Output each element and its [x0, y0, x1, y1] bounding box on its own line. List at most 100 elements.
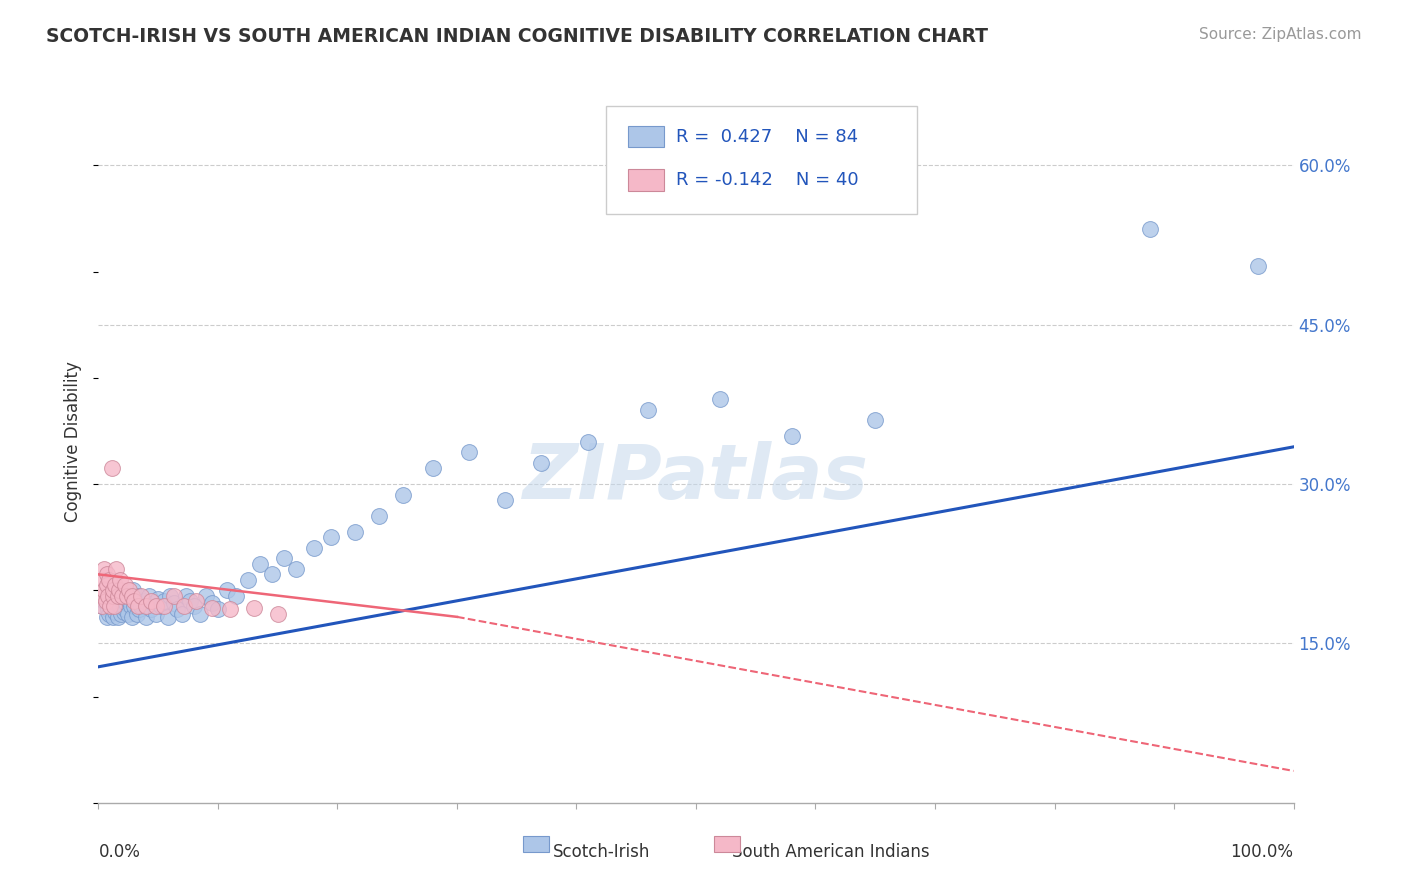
- Point: [1139, 222, 1161, 236]
- Point: [115, 591, 138, 606]
- Point: [91, 599, 114, 614]
- Point: [173, 599, 195, 614]
- Point: [865, 413, 887, 427]
- Point: [112, 605, 135, 619]
- Point: [125, 607, 148, 621]
- Point: [1247, 259, 1270, 273]
- Point: [139, 602, 162, 616]
- Point: [115, 589, 138, 603]
- Point: [578, 434, 600, 449]
- Point: [122, 583, 145, 598]
- Point: [105, 596, 128, 610]
- Point: [100, 583, 122, 598]
- Point: [100, 596, 122, 610]
- Point: [243, 601, 266, 615]
- Point: [108, 573, 131, 587]
- Bar: [714, 836, 740, 852]
- Point: [98, 599, 122, 614]
- Text: ZIPatlas: ZIPatlas: [523, 441, 869, 515]
- Point: [142, 596, 165, 610]
- Point: [118, 583, 141, 598]
- Point: [186, 594, 208, 608]
- Point: [201, 596, 224, 610]
- Point: [93, 594, 115, 608]
- Text: 0.0%: 0.0%: [98, 843, 141, 861]
- Point: [132, 594, 155, 608]
- Point: [93, 562, 115, 576]
- Bar: [628, 169, 664, 191]
- Point: [124, 599, 146, 614]
- Point: [156, 610, 179, 624]
- Text: R =  0.427    N = 84: R = 0.427 N = 84: [676, 128, 858, 145]
- Point: [174, 589, 197, 603]
- Text: South American Indians: South American Indians: [733, 843, 929, 861]
- Point: [530, 456, 553, 470]
- Point: [207, 602, 229, 616]
- Point: [103, 589, 125, 603]
- Point: [96, 567, 118, 582]
- Point: [172, 607, 194, 621]
- Point: [90, 589, 112, 603]
- Point: [131, 589, 153, 603]
- Point: [709, 392, 731, 406]
- Point: [219, 602, 242, 616]
- Point: [392, 488, 415, 502]
- Point: [101, 610, 124, 624]
- Point: [98, 607, 121, 621]
- Point: [107, 591, 129, 606]
- Point: [127, 589, 149, 603]
- Point: [225, 589, 247, 603]
- Point: [159, 589, 181, 603]
- Point: [121, 610, 143, 624]
- Point: [96, 610, 118, 624]
- Point: [135, 599, 157, 614]
- Point: [153, 599, 176, 614]
- Point: [368, 508, 391, 523]
- Point: [105, 589, 128, 603]
- Point: [101, 589, 124, 603]
- Point: [104, 605, 127, 619]
- Bar: [523, 836, 548, 852]
- Point: [127, 599, 149, 614]
- Point: [458, 445, 481, 459]
- Point: [98, 591, 122, 606]
- Text: SCOTCH-IRISH VS SOUTH AMERICAN INDIAN COGNITIVE DISABILITY CORRELATION CHART: SCOTCH-IRISH VS SOUTH AMERICAN INDIAN CO…: [46, 27, 988, 45]
- Text: 100.0%: 100.0%: [1230, 843, 1294, 861]
- Point: [195, 589, 218, 603]
- Point: [111, 589, 134, 603]
- Point: [321, 530, 343, 544]
- Point: [107, 589, 129, 603]
- Point: [780, 429, 803, 443]
- FancyBboxPatch shape: [606, 105, 917, 214]
- Point: [267, 607, 290, 621]
- Point: [163, 596, 186, 610]
- Point: [91, 589, 114, 603]
- Point: [98, 599, 122, 614]
- Point: [107, 583, 129, 598]
- Point: [145, 599, 167, 614]
- Point: [422, 461, 444, 475]
- Point: [96, 578, 118, 592]
- Text: Scotch-Irish: Scotch-Irish: [553, 843, 650, 861]
- Point: [344, 524, 367, 539]
- Point: [103, 599, 125, 614]
- Point: [637, 402, 659, 417]
- Point: [183, 599, 205, 614]
- Point: [108, 599, 131, 614]
- Point: [114, 589, 136, 603]
- Bar: [628, 126, 664, 147]
- Point: [117, 607, 139, 621]
- Point: [115, 596, 138, 610]
- Point: [166, 602, 188, 616]
- Point: [111, 594, 134, 608]
- Point: [128, 602, 150, 616]
- Point: [179, 594, 201, 608]
- Point: [103, 599, 125, 614]
- Point: [104, 578, 127, 592]
- Point: [98, 573, 121, 587]
- Point: [188, 607, 211, 621]
- Point: [124, 594, 146, 608]
- Text: Source: ZipAtlas.com: Source: ZipAtlas.com: [1198, 27, 1361, 42]
- Point: [114, 578, 136, 592]
- Point: [494, 493, 516, 508]
